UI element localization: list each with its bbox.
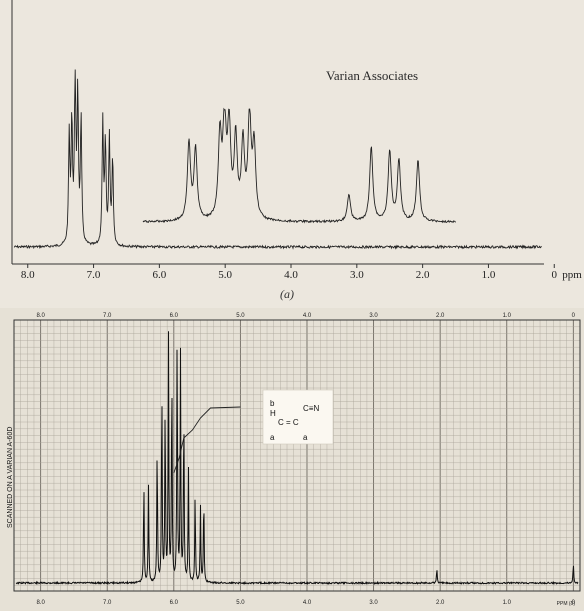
structure-label-a-right: a: [303, 433, 308, 442]
top-x-tick-label: 1.0: [482, 269, 496, 281]
top-x-tick-label: 2.0: [416, 269, 430, 281]
bottom-spectrum-chart: 8.0 8.0 7.0 7.0 6.0 6.0 5.0 5.0 4.0 4.0 3.0 3.0 2.0 2…: [0, 308, 584, 611]
top-spectrum-chart: 8.0 7.0 6.0 5.0 4.0 3.0 2.0 1.0 0 ppm Varian Asso…: [11, 0, 582, 301]
panel-caption-a: (a): [280, 287, 294, 301]
top-x-unit-label: ppm: [562, 269, 582, 281]
top-x-tick-label: 0: [552, 269, 558, 281]
bottom-x-tick-label: 4.0: [303, 600, 312, 606]
top-scale-tick-label: 1.0: [503, 313, 512, 319]
bottom-spectrum-trace: [15, 331, 579, 586]
structure-atom-h: H: [270, 409, 276, 418]
top-scale-tick-label: 2.0: [436, 313, 445, 319]
top-scale-tick-label: 8.0: [36, 313, 45, 319]
bottom-spectrum-panel: 8.0 8.0 7.0 7.0 6.0 6.0 5.0 5.0 4.0 4.0 3.0 3.0 2.0 2…: [0, 308, 584, 611]
top-x-tick-label: 5.0: [218, 269, 232, 281]
structure-label-a-left: a: [270, 433, 275, 442]
bottom-x-tick-label: 7.0: [103, 600, 112, 606]
bottom-x-tick-label: 8.0: [36, 600, 45, 606]
bottom-x-tick-label: 1.0: [503, 600, 512, 606]
top-scale-tick-label: 5.0: [236, 313, 245, 319]
top-x-tick-label: 6.0: [152, 269, 166, 281]
top-scale-tick-label: 4.0: [303, 313, 312, 319]
top-main-trace: [13, 69, 542, 250]
bottom-x-tick-label: 3.0: [369, 600, 378, 606]
top-scale-tick-label: 7.0: [103, 313, 112, 319]
bottom-x-tick-label: 2.0: [436, 600, 445, 606]
top-x-tick-label: 4.0: [284, 269, 298, 281]
structure-chain: C = C: [278, 418, 299, 427]
bottom-x-tick-label: 5.0: [236, 600, 245, 606]
top-spectrum-panel: 8.0 7.0 6.0 5.0 4.0 3.0 2.0 1.0 0 ppm Varian Asso…: [11, 0, 583, 301]
top-offset-trace: [142, 107, 456, 224]
top-x-tick-label: 8.0: [21, 269, 35, 281]
varian-associates-annotation: Varian Associates: [326, 68, 418, 83]
bottom-plot-frame: [13, 319, 581, 592]
bottom-x-tick-label: 0: [572, 600, 576, 606]
structure-label-b: b: [270, 399, 275, 408]
top-scale-tick-label: 0: [572, 313, 576, 319]
top-scale-tick-label: 6.0: [170, 313, 179, 319]
integral-trace: [173, 406, 241, 474]
structure-diagram: b H C = C C≡N a a: [262, 389, 334, 445]
top-x-tick-label: 3.0: [350, 269, 364, 281]
scale-unit-label: PPM (δ): [557, 601, 576, 607]
scanned-side-label: SCANNED ON A VARIAN A-60D: [7, 427, 14, 528]
structure-nitrile-group: C≡N: [303, 404, 319, 413]
top-scale-tick-label: 3.0: [369, 313, 378, 319]
top-x-tick-label: 7.0: [87, 269, 101, 281]
bottom-x-tick-label: 6.0: [170, 600, 179, 606]
